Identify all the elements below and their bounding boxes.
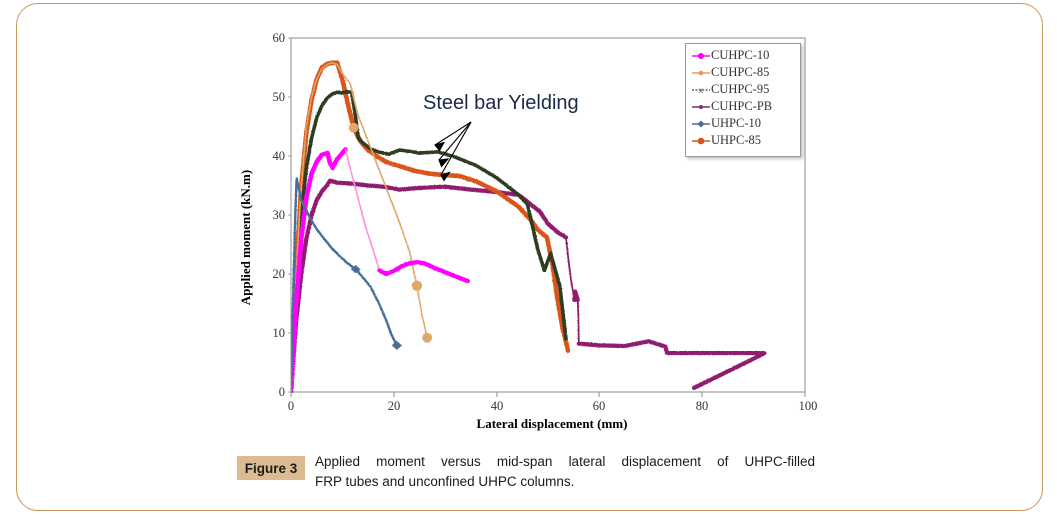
svg-text:x: x: [699, 86, 703, 95]
